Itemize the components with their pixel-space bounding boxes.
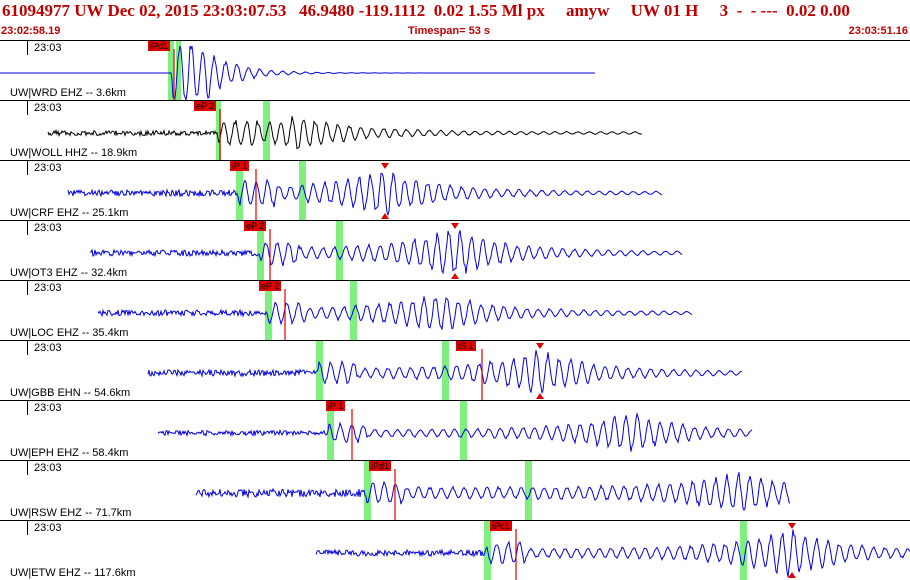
phase-marker-triangle [381, 213, 389, 219]
pick-window [236, 161, 243, 220]
pick-window [525, 461, 532, 520]
pick-window [216, 101, 221, 160]
seismic-trace [47, 116, 643, 150]
pick-window [327, 401, 334, 460]
phase-marker-triangle [381, 163, 389, 169]
pick-window [316, 341, 323, 400]
pick-window [263, 101, 270, 160]
station-label: UW|GBB EHN -- 54.6km [10, 387, 131, 399]
seismic-trace [315, 529, 910, 578]
start-time: 23:02:58.19 [1, 25, 61, 37]
station-label: UW|LOC EHZ -- 35.4km [10, 327, 129, 339]
pick-window [299, 161, 306, 220]
track-panel[interactable]: 23:03 UW|WOLL HHZ -- 18.9km eP 2 [0, 101, 910, 161]
waveform-plot [315, 521, 910, 580]
phase-marker-triangle [536, 393, 544, 399]
time-label: 23:03 [34, 282, 62, 294]
pick-flag[interactable]: eP 2 [244, 221, 267, 231]
track-panel[interactable]: 23:03 UW|GBB EHN -- 54.6km iS 1 [0, 341, 910, 401]
track-panel[interactable]: 23:03 UW|CRF EHZ -- 25.1km iP 1 [0, 161, 910, 221]
pick-flag[interactable]: iPc1 [490, 521, 512, 531]
time-label: 23:03 [34, 42, 62, 54]
waveform-plot [47, 101, 643, 160]
pick-flag[interactable]: iS 1 [456, 341, 476, 351]
phase-marker-triangle [451, 223, 459, 229]
waveform-plot [67, 161, 663, 220]
waveform-plot [89, 221, 683, 280]
waveform-plot [147, 341, 743, 400]
track-panel[interactable]: 23:03 UW|WRD EHZ -- 3.6km iPd1 [0, 41, 910, 101]
time-tick [27, 41, 28, 55]
pick-window [265, 281, 272, 340]
pick-flag[interactable]: iP 1 [326, 401, 346, 411]
timespan-label: Timespan= 53 s [408, 25, 491, 37]
event-summary-line: 61094977 UW Dec 02, 2015 23:03:07.53 46.… [2, 1, 850, 20]
time-label: 23:03 [34, 222, 62, 234]
waveform-plot [157, 401, 753, 460]
track-panel[interactable]: 23:03 UW|EPH EHZ -- 58.4km iP 1 [0, 401, 910, 461]
pick-flag[interactable]: eP 2 [259, 281, 282, 291]
seismic-trace [157, 411, 753, 452]
seismic-trace [0, 45, 595, 100]
pick-window [740, 521, 747, 580]
seismic-trace [89, 230, 683, 275]
time-label: 23:03 [34, 102, 62, 114]
time-label: 23:03 [34, 342, 62, 354]
time-label: 23:03 [34, 522, 62, 534]
pick-window [176, 41, 181, 100]
station-label: UW|WOLL HHZ -- 18.9km [10, 147, 138, 159]
time-tick [27, 101, 28, 115]
time-tick [27, 521, 28, 535]
pick-window [168, 41, 174, 100]
pick-flag[interactable]: eP 2 [194, 101, 217, 111]
waveform-plot [0, 41, 595, 100]
time-tick [27, 401, 28, 415]
time-tick [27, 161, 28, 175]
phase-marker-triangle [536, 343, 544, 349]
phase-marker-triangle [788, 523, 796, 529]
track-panel[interactable]: 23:03 UW|RSW EHZ -- 71.7km iPd1 [0, 461, 910, 521]
pick-flag[interactable]: iPd1 [369, 461, 392, 471]
track-panel[interactable]: 23:03 UW|ETW EHZ -- 117.6km iPc1 [0, 521, 910, 580]
seismic-trace [147, 350, 743, 394]
time-label: 23:03 [34, 162, 62, 174]
pick-window [460, 401, 467, 460]
seismic-trace [67, 172, 663, 217]
event-header: 61094977 UW Dec 02, 2015 23:03:07.53 46.… [0, 0, 910, 41]
seismic-trace [97, 296, 693, 330]
time-tick [27, 341, 28, 355]
pick-flag[interactable]: iP 1 [230, 161, 250, 171]
seismic-trace [195, 472, 791, 512]
phase-marker-triangle [451, 273, 459, 279]
station-label: UW|CRF EHZ -- 25.1km [10, 207, 129, 219]
pick-flag[interactable]: iPd1 [148, 41, 171, 51]
time-tick [27, 281, 28, 295]
track-panel[interactable]: 23:03 UW|OT3 EHZ -- 32.4km eP 2 [0, 221, 910, 281]
seismogram-tracks[interactable]: 23:03 UW|WRD EHZ -- 3.6km iPd1 23:03 UW|… [0, 41, 910, 580]
station-label: UW|EPH EHZ -- 58.4km [10, 447, 129, 459]
waveform-plot [195, 461, 791, 520]
station-label: UW|OT3 EHZ -- 32.4km [10, 267, 128, 279]
time-label: 23:03 [34, 402, 62, 414]
time-label: 23:03 [34, 462, 62, 474]
pick-window [442, 341, 449, 400]
pick-window [336, 221, 343, 280]
time-tick [27, 461, 28, 475]
waveform-plot [97, 281, 693, 340]
phase-marker-triangle [788, 572, 796, 578]
station-label: UW|WRD EHZ -- 3.6km [10, 87, 126, 99]
track-panel[interactable]: 23:03 UW|LOC EHZ -- 35.4km eP 2 [0, 281, 910, 341]
pick-window [257, 221, 264, 280]
end-time: 23:03:51.16 [848, 25, 908, 37]
station-label: UW|ETW EHZ -- 117.6km [10, 567, 136, 579]
station-label: UW|RSW EHZ -- 71.7km [10, 507, 132, 519]
pick-window [364, 461, 371, 520]
time-tick [27, 221, 28, 235]
